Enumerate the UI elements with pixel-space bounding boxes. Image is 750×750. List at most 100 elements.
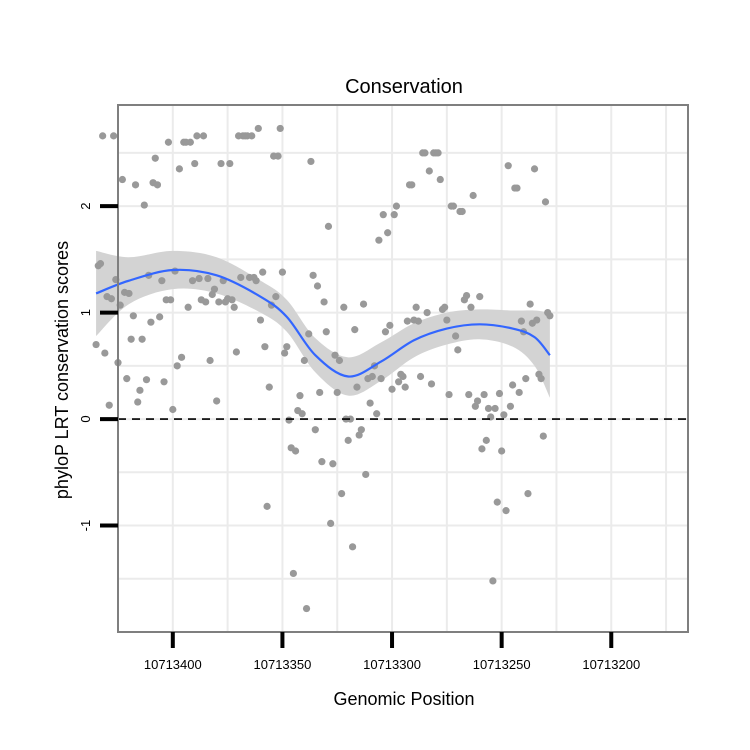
data-point <box>539 432 547 440</box>
data-point <box>259 268 267 276</box>
data-point <box>476 293 484 301</box>
data-point <box>320 298 328 306</box>
data-point <box>164 138 173 146</box>
data-point <box>454 346 462 354</box>
data-point <box>158 277 166 285</box>
data-point <box>156 313 164 321</box>
data-point <box>327 519 335 528</box>
data-point <box>307 157 315 166</box>
data-point <box>443 316 451 324</box>
chart-title: Conservation <box>345 76 463 98</box>
data-point <box>467 303 475 311</box>
data-point <box>217 159 225 168</box>
data-point <box>202 298 210 306</box>
data-point <box>416 372 425 381</box>
data-point <box>274 152 282 160</box>
data-point <box>232 348 240 356</box>
data-point <box>522 375 530 383</box>
data-point <box>423 309 431 317</box>
data-point <box>186 138 194 146</box>
data-point <box>298 410 306 418</box>
data-point <box>272 293 280 301</box>
data-point <box>469 191 477 200</box>
data-point <box>118 175 126 184</box>
data-point <box>489 577 497 585</box>
y-axis-ticks: -1 0 1 2 <box>78 203 118 532</box>
data-point <box>478 445 486 453</box>
data-point <box>228 296 236 304</box>
data-point <box>296 392 304 400</box>
data-point <box>484 404 493 413</box>
data-point <box>101 349 109 357</box>
data-point <box>281 349 289 357</box>
data-point <box>509 381 517 389</box>
data-point <box>458 207 466 216</box>
data-point <box>546 312 554 320</box>
data-point <box>368 372 376 381</box>
data-point <box>206 356 214 365</box>
data-point <box>230 303 238 311</box>
data-point <box>136 386 144 394</box>
data-point <box>504 162 512 170</box>
data-point <box>248 132 256 140</box>
data-point <box>254 124 262 133</box>
data-point <box>226 159 234 168</box>
data-point <box>390 211 398 219</box>
data-point <box>313 282 322 290</box>
data-point <box>335 356 344 365</box>
data-point <box>480 390 488 399</box>
data-point <box>204 274 212 283</box>
data-point <box>191 159 199 168</box>
x-tick-label: 10713250 <box>473 657 531 672</box>
data-point <box>215 298 223 306</box>
data-point <box>316 388 324 397</box>
data-point <box>302 604 311 613</box>
data-point <box>434 149 442 157</box>
data-point <box>140 201 148 209</box>
data-point <box>169 405 177 414</box>
data-point <box>373 410 381 418</box>
data-point <box>331 351 339 359</box>
data-point <box>151 154 159 162</box>
data-point <box>300 356 308 365</box>
data-point <box>340 303 348 311</box>
data-point <box>160 378 168 386</box>
data-point <box>329 460 337 468</box>
data-point <box>403 317 411 325</box>
data-point <box>359 300 368 308</box>
data-point <box>473 397 482 405</box>
y-tick-label: 1 <box>78 309 93 316</box>
data-point <box>517 317 525 325</box>
data-point <box>199 132 208 140</box>
data-point <box>502 507 510 515</box>
data-point <box>462 291 471 300</box>
data-point <box>427 380 436 388</box>
data-point <box>401 383 409 391</box>
data-point <box>123 375 131 383</box>
data-point <box>498 447 506 455</box>
data-point <box>285 416 293 424</box>
data-point <box>99 132 107 140</box>
y-tick-label: -1 <box>78 520 93 532</box>
data-point <box>449 202 458 210</box>
x-tick-label: 10713350 <box>254 657 312 672</box>
confidence-band <box>96 250 550 398</box>
data-point <box>412 303 420 311</box>
data-point <box>452 332 460 340</box>
data-point <box>96 260 105 268</box>
data-point <box>142 376 151 384</box>
data-point <box>324 222 333 230</box>
data-point <box>537 375 545 383</box>
data-point <box>305 330 313 338</box>
data-point <box>482 436 490 444</box>
data-point <box>441 303 449 311</box>
data-point <box>256 316 265 324</box>
data-point <box>153 181 162 189</box>
data-point <box>395 378 403 386</box>
data-point <box>388 385 396 393</box>
data-point <box>366 399 374 407</box>
data-point <box>495 389 504 398</box>
data-point <box>276 124 284 133</box>
data-point <box>414 317 422 325</box>
